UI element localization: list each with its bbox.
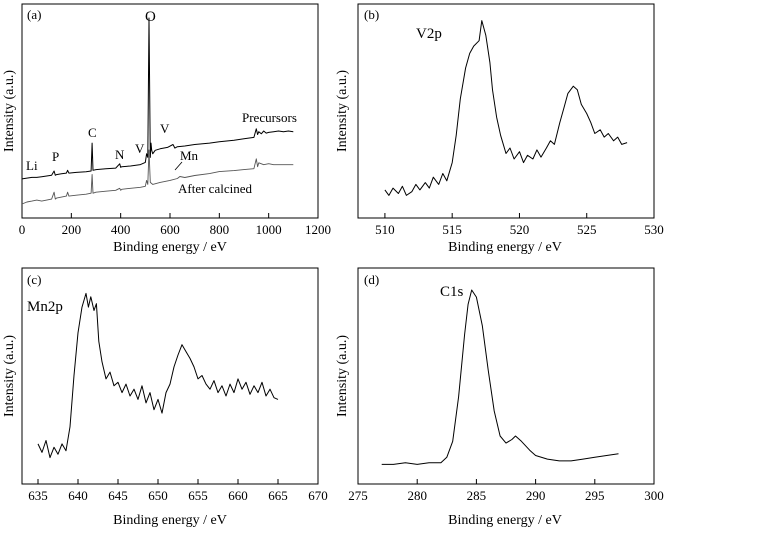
panel-d: (d) C1s Binding energy / eV Intensity (a… (335, 267, 655, 528)
peak-label-p: P (52, 149, 59, 164)
panel-b-plot: 510 515 520 525 530 (375, 20, 664, 237)
panel-c-series-spectrum (37, 292, 279, 459)
panel-a-series-precursors (21, 17, 294, 180)
peak-label-n: N (115, 147, 125, 162)
peak-label-v-left: V (135, 141, 145, 156)
panel-a-xtick-label: 1200 (305, 222, 331, 237)
peak-label-c: C (88, 125, 97, 140)
panel-b-ylabel: Intensity (a.u.) (335, 70, 350, 152)
panel-c-xtick-label: 645 (108, 488, 128, 503)
panel-a: (a) O Precursors C N V V Mn Li P After c… (2, 3, 319, 255)
mn-leader-line (174, 161, 183, 171)
panel-a-xtick-label: 200 (62, 222, 82, 237)
panel-d-xtick-label: 280 (407, 488, 427, 503)
panel-a-xtick-label: 0 (19, 222, 26, 237)
panel-d-xtick-label: 295 (585, 488, 605, 503)
panel-a-label: (a) (27, 7, 41, 22)
panel-c-xtick-label: 640 (68, 488, 88, 503)
peak-label-mn2p: Mn2p (27, 299, 63, 315)
panel-d-ylabel: Intensity (a.u.) (335, 335, 350, 417)
panel-a-xtick-label: 800 (210, 222, 230, 237)
panel-b-frame (357, 3, 655, 219)
series-label-precursors: Precursors (242, 110, 297, 125)
panel-c-xtick-label: 635 (28, 488, 48, 503)
panel-b-xtick-label: 520 (510, 222, 530, 237)
panel-a-plot: 0 200 400 600 800 1000 1200 (19, 17, 331, 237)
panel-a-ylabel: Intensity (a.u.) (2, 70, 17, 152)
peak-label-o: O (145, 9, 156, 25)
peak-label-v-right: V (160, 121, 170, 136)
panel-c-xtick-label: 660 (228, 488, 248, 503)
panel-c-label: (c) (27, 272, 41, 287)
panel-d-series-spectrum (381, 289, 619, 465)
panel-d-xtick-label: 285 (467, 488, 487, 503)
panel-c-ylabel: Intensity (a.u.) (2, 335, 17, 417)
panel-b-xtick-label: 515 (442, 222, 462, 237)
panel-b-series-spectrum (384, 20, 628, 196)
panel-a-series-after-calcined (21, 149, 294, 205)
panel-a-xlabel: Binding energy / eV (113, 240, 227, 255)
panel-d-xlabel: Binding energy / eV (448, 513, 562, 528)
panel-b-xtick-label: 525 (577, 222, 597, 237)
panel-c-xtick-label: 650 (148, 488, 168, 503)
panel-c: (c) Mn2p Binding energy / eV Intensity (… (2, 267, 319, 528)
panel-b: (b) V2p Binding energy / eV Intensity (a… (335, 3, 655, 255)
peak-label-li: Li (26, 158, 38, 173)
panel-c-xlabel: Binding energy / eV (113, 513, 227, 528)
panel-d-xtick-label: 300 (644, 488, 664, 503)
panel-a-xtick-label: 600 (160, 222, 180, 237)
panel-d-label: (d) (364, 272, 379, 287)
panel-a-xtick-label: 1000 (256, 222, 282, 237)
panel-c-plot: 635 640 645 650 655 660 665 670 (28, 292, 328, 503)
panel-b-xtick-label: 510 (375, 222, 395, 237)
peak-label-c1s: C1s (440, 284, 464, 300)
panel-c-frame (21, 267, 319, 485)
panel-b-xtick-label: 530 (644, 222, 664, 237)
peak-label-mn: Mn (180, 148, 199, 163)
series-label-after-calcined: After calcined (178, 181, 252, 196)
panel-d-frame (357, 267, 655, 485)
panel-c-xtick-label: 670 (308, 488, 328, 503)
panel-d-plot: 275 280 285 290 295 300 (348, 289, 664, 503)
peak-label-v2p: V2p (416, 26, 442, 42)
panel-c-xtick-label: 665 (268, 488, 288, 503)
panel-b-xlabel: Binding energy / eV (448, 240, 562, 255)
panel-c-xtick-label: 655 (188, 488, 208, 503)
panel-d-xtick-label: 290 (526, 488, 546, 503)
panel-a-xtick-label: 400 (111, 222, 131, 237)
panel-b-label: (b) (364, 7, 379, 22)
panel-d-xtick-label: 275 (348, 488, 368, 503)
